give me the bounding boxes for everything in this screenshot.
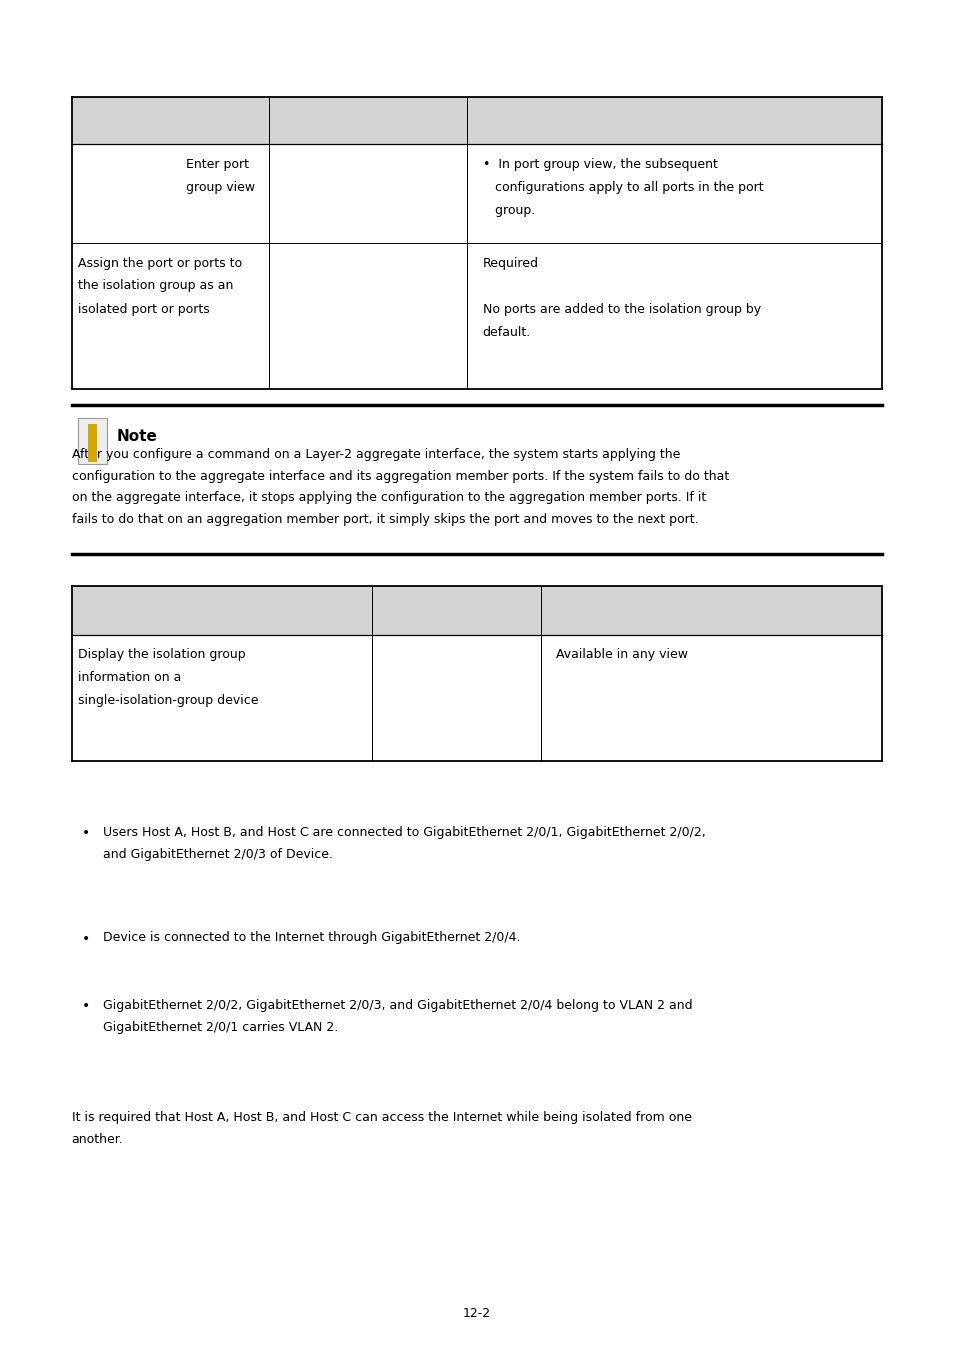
Text: Required

No ports are added to the isolation group by
default.: Required No ports are added to the isola…	[482, 256, 760, 339]
Text: It is required that Host A, Host B, and Host C can access the Internet while bei: It is required that Host A, Host B, and …	[71, 1111, 691, 1146]
Bar	[71, 586, 882, 634]
Text: •: •	[82, 931, 90, 945]
Text: •  In port group view, the subsequent
   configurations apply to all ports in th: • In port group view, the subsequent con…	[482, 158, 762, 217]
Bar	[88, 424, 97, 462]
Bar	[71, 97, 882, 144]
Text: Users Host A, Host B, and Host C are connected to GigabitEthernet 2/0/1, Gigabit: Users Host A, Host B, and Host C are con…	[103, 826, 705, 861]
Text: 12-2: 12-2	[462, 1307, 491, 1320]
Text: •: •	[82, 826, 90, 840]
Text: Available in any view: Available in any view	[556, 648, 687, 662]
Text: Note: Note	[116, 429, 157, 444]
Text: GigabitEthernet 2/0/2, GigabitEthernet 2/0/3, and GigabitEthernet 2/0/4 belong t: GigabitEthernet 2/0/2, GigabitEthernet 2…	[103, 999, 692, 1034]
Bar	[78, 418, 107, 464]
Text: Display the isolation group
information on a
single-isolation-group device: Display the isolation group information …	[78, 648, 258, 707]
Text: Assign the port or ports to
the isolation group as an
isolated port or ports: Assign the port or ports to the isolatio…	[78, 256, 242, 316]
Text: •: •	[82, 999, 90, 1012]
Text: Enter port
group view: Enter port group view	[186, 158, 254, 194]
Text: Device is connected to the Internet through GigabitEthernet 2/0/4.: Device is connected to the Internet thro…	[103, 931, 520, 945]
Text: After you configure a command on a Layer-2 aggregate interface, the system start: After you configure a command on a Layer…	[71, 448, 728, 525]
